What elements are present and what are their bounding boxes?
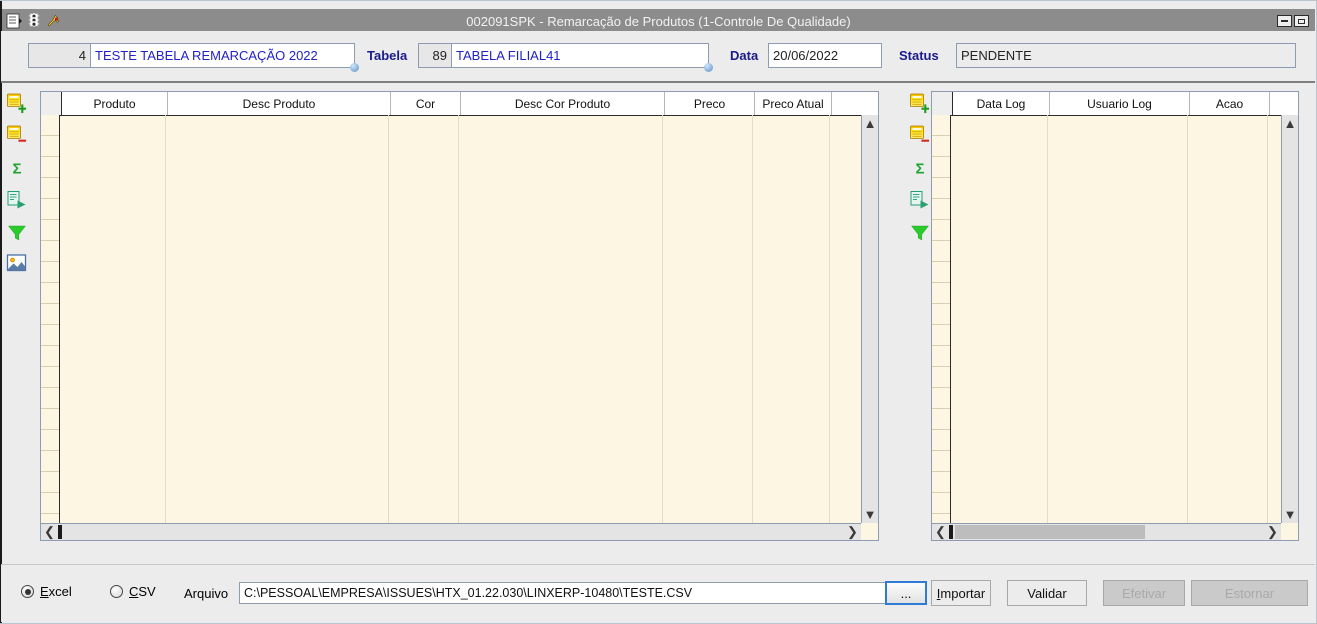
svg-text:Σ: Σ <box>915 161 924 178</box>
svg-text:Σ: Σ <box>12 161 21 178</box>
